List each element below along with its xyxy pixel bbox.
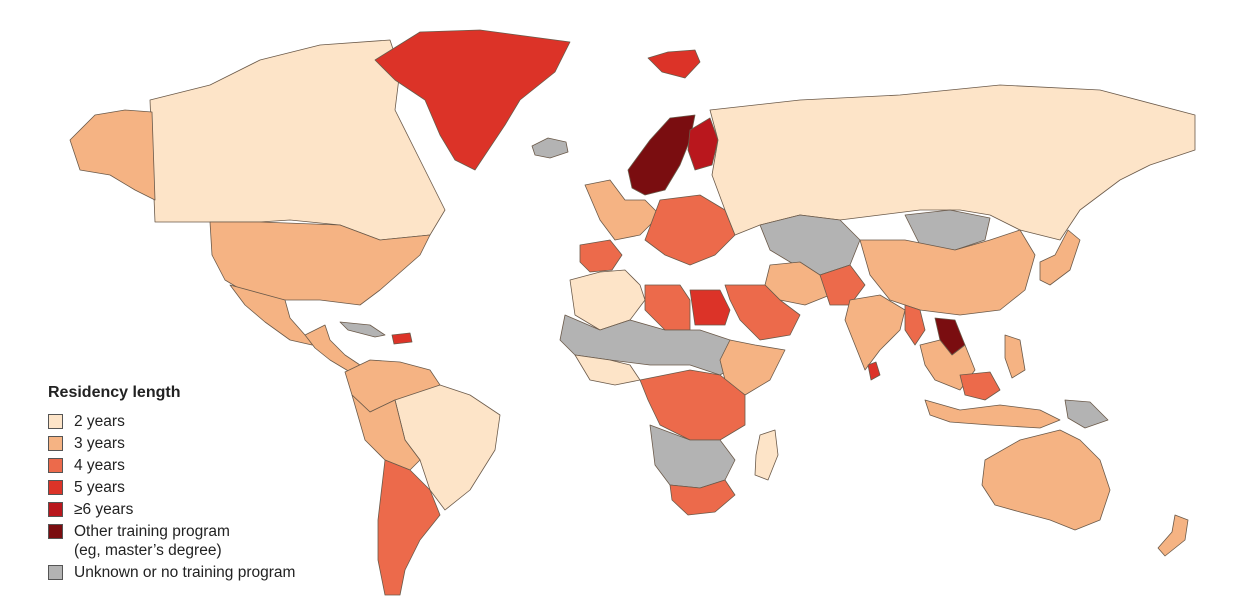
legend-label: 3 years [74,435,125,452]
region-norway-sweden [627,114,696,196]
region-alaska [69,109,156,201]
region-philippines [1004,334,1026,379]
region-haiti [391,332,413,345]
region-russia [709,84,1196,241]
legend-item-3-years: 3 years [48,434,348,453]
region-madagascar [754,429,779,481]
legend-swatch [48,502,63,517]
region-malaysia [959,371,1001,401]
region-iberia [579,239,623,273]
legend-item-6-plus-years: ≥6 years [48,500,348,519]
region-peru-bolivia [351,394,421,471]
region-south-africa [669,479,736,516]
legend-title: Residency length [48,384,181,401]
region-pakistan [819,264,866,306]
legend-label: Other training program (eg, master’s deg… [74,523,230,559]
legend-item-other-training-program: Other training program (eg, master’s deg… [48,522,348,560]
region-usa [209,221,431,306]
legend-label: 2 years [74,413,125,430]
region-horn-of-africa [719,339,786,396]
legend-label: ≥6 years [74,501,134,518]
region-australia [981,429,1111,531]
region-india [844,294,906,371]
legend-swatch [48,414,63,429]
legend-item-5-years: 5 years [48,478,348,497]
region-indonesia [924,399,1061,429]
region-korea-japan [1039,229,1081,286]
legend-swatch [48,480,63,495]
region-iceland [531,137,569,159]
region-central-africa [639,369,746,441]
region-central-europe [644,194,736,266]
legend-swatch [48,436,63,451]
region-libya [644,284,691,331]
region-argentina-chile [377,459,441,596]
legend: Residency length 2 years 3 years 4 years… [48,384,348,585]
legend-swatch [48,458,63,473]
region-new-zealand [1157,514,1189,557]
region-cuba [339,321,386,338]
region-png [1064,399,1109,429]
region-central-america [304,324,361,373]
legend-swatch [48,565,63,580]
region-finland [687,117,719,171]
legend-label: 4 years [74,457,125,474]
region-myanmar [904,304,926,346]
region-svalbard [647,49,701,79]
region-greenland [374,29,571,171]
legend-label: Unknown or no training program [74,564,296,581]
legend-item-2-years: 2 years [48,412,348,431]
legend-item-4-years: 4 years [48,456,348,475]
region-sri-lanka [867,361,881,381]
region-china [859,229,1036,316]
legend-item-unknown: Unknown or no training program [48,563,348,582]
legend-label: 5 years [74,479,125,496]
legend-swatch [48,524,63,539]
region-egypt [689,289,731,326]
region-arabia [724,284,801,341]
